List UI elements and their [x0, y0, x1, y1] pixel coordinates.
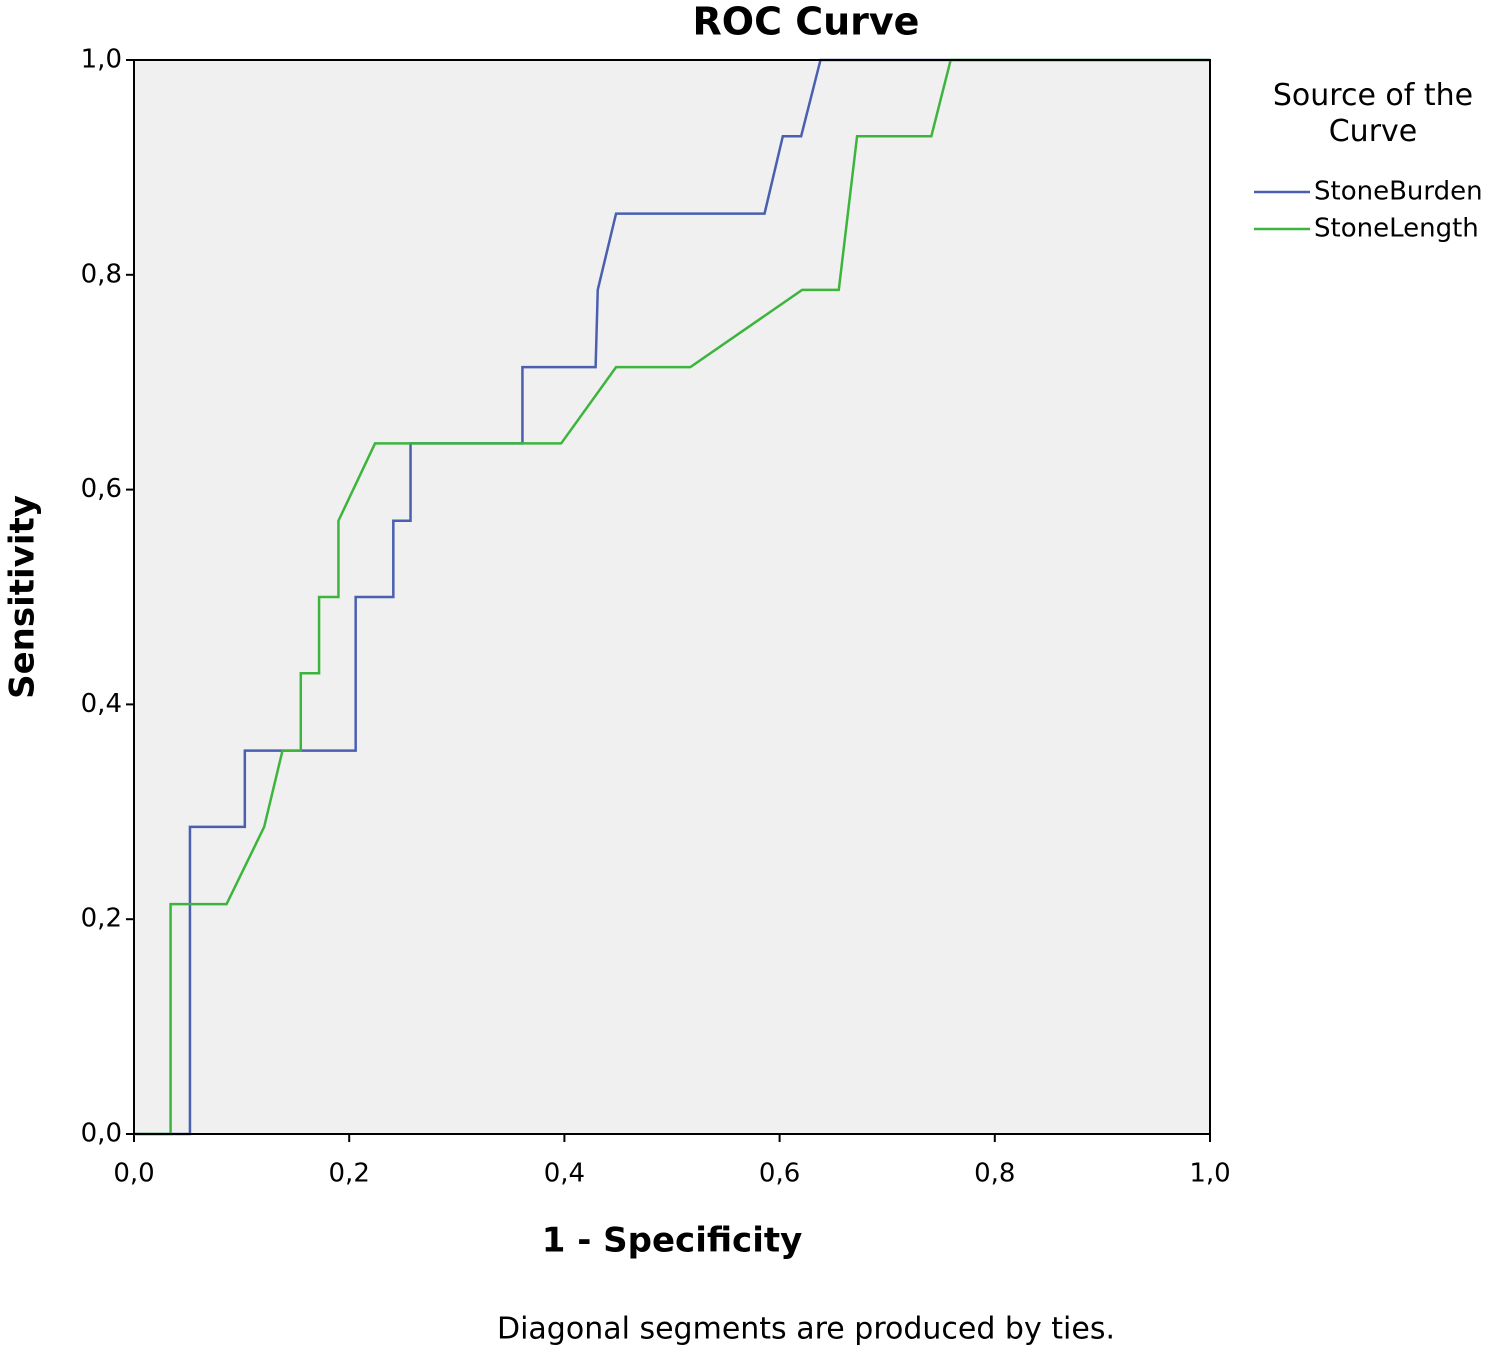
y-tick-label: 0,2 — [81, 904, 122, 934]
y-tick-label: 1,0 — [81, 45, 122, 75]
x-tick-label: 0,6 — [759, 1159, 800, 1189]
plot-area — [134, 60, 1210, 1134]
x-tick-label: 0,0 — [113, 1159, 154, 1189]
legend-title: Source of the Curve — [1272, 78, 1474, 149]
y-tick-label: 0,0 — [81, 1119, 122, 1149]
legend-label: StoneBurden — [1314, 177, 1483, 207]
x-tick-label: 0,4 — [544, 1159, 585, 1189]
x-tick-label: 0,2 — [329, 1159, 370, 1189]
chart-title: ROC Curve — [693, 0, 920, 44]
x-axis-label: 1 - Specificity — [542, 1221, 803, 1261]
y-tick-label: 0,4 — [81, 689, 122, 719]
y-tick-label: 0,8 — [81, 259, 122, 289]
x-tick-label: 0,8 — [974, 1159, 1015, 1189]
x-tick-label: 1,0 — [1189, 1159, 1230, 1189]
footnote: Diagonal segments are produced by ties. — [497, 1312, 1115, 1347]
legend-label: StoneLength — [1314, 214, 1479, 244]
y-axis-label: Sensitivity — [3, 495, 43, 699]
plot-border — [133, 59, 1211, 1135]
y-tick-label: 0,6 — [81, 474, 122, 504]
roc-line — [134, 58, 1210, 1136]
